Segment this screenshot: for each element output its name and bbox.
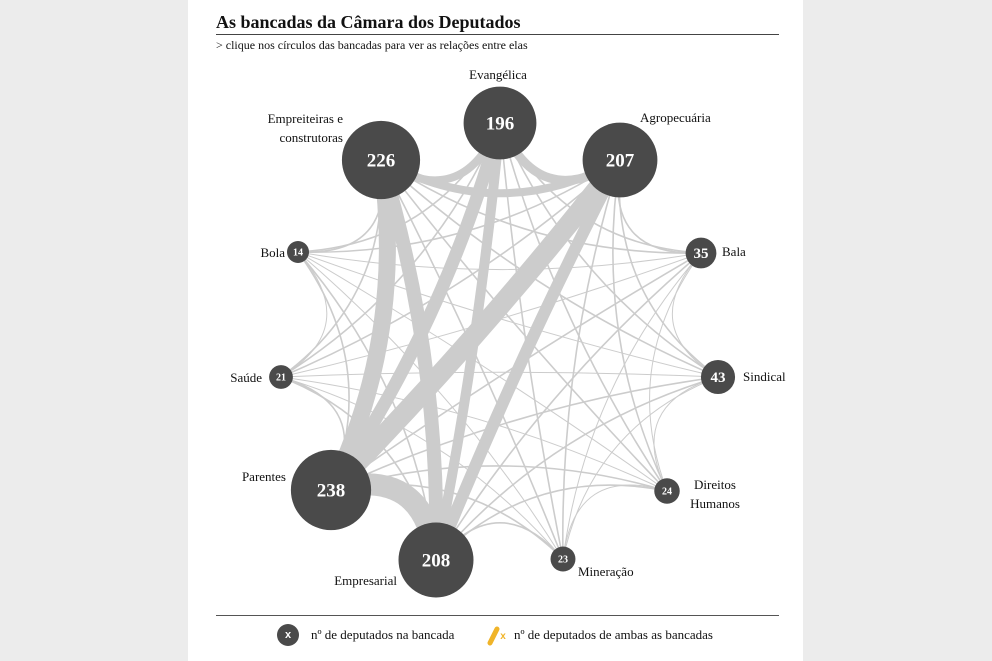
node-circle-mineracao[interactable] <box>550 546 576 572</box>
node-saude[interactable]: 21 <box>269 365 293 389</box>
node-circle-bola[interactable] <box>287 241 309 263</box>
legend-link-symbol: x <box>500 631 506 642</box>
instruction-text: > clique nos círculos das bancadas para … <box>216 38 528 52</box>
node-label-evangelica: Evangélica <box>469 67 527 82</box>
node-label-saude: Saúde <box>230 370 262 385</box>
node-label-empreiteiras: construtoras <box>279 130 343 145</box>
node-sindical[interactable]: 43 <box>700 359 736 395</box>
edge-agropecuaria-mineracao <box>562 159 621 560</box>
node-bala[interactable]: 35 <box>685 237 717 269</box>
edge-saude-bola <box>280 251 328 378</box>
edge-direitos-humanos-bola <box>297 251 668 492</box>
node-label-empreiteiras: Empreiteiras e <box>268 111 344 126</box>
edge-bala-mineracao <box>562 252 702 560</box>
node-label-sindical: Sindical <box>743 369 786 384</box>
node-empreiteiras[interactable]: 226 <box>341 120 421 200</box>
network-edges <box>280 116 719 571</box>
node-label-bala: Bala <box>722 244 746 259</box>
node-label-agropecuaria: Agropecuária <box>640 110 711 125</box>
edge-sindical-empresarial <box>435 376 719 561</box>
node-agropecuaria[interactable]: 207 <box>582 122 658 198</box>
edge-agropecuaria-parentes <box>321 150 630 500</box>
edge-bala-direitos-humanos <box>649 252 702 492</box>
edge-sindical-direitos-humanos <box>653 376 719 492</box>
node-circle-sindical[interactable] <box>700 359 736 395</box>
edge-direitos-humanos-empreiteiras <box>380 159 668 492</box>
legend-node-size: x nº de deputados na bancada <box>277 624 454 646</box>
node-circle-bala[interactable] <box>685 237 717 269</box>
legend-link-label: nº de deputados de ambas as bancadas <box>514 627 713 642</box>
legend-node-label: nº de deputados na bancada <box>311 627 455 642</box>
edge-evangelica-direitos-humanos <box>499 122 668 492</box>
page-title: As bancadas da Câmara dos Deputados <box>216 12 521 32</box>
node-circle-empreiteiras[interactable] <box>341 120 421 200</box>
legend-link-count: x nº de deputados de ambas as bancadas <box>486 624 713 646</box>
edge-mineracao-bola <box>297 251 564 560</box>
edge-bala-sindical <box>671 252 719 378</box>
edge-sindical-mineracao <box>562 376 719 560</box>
edge-parentes-empreiteiras <box>322 151 396 499</box>
edge-mineracao-empreiteiras <box>380 159 564 560</box>
node-bola[interactable]: 14 <box>287 241 309 263</box>
node-parentes[interactable]: 238 <box>290 449 372 531</box>
node-circle-agropecuaria[interactable] <box>582 122 658 198</box>
edge-sindical-bola <box>297 251 719 378</box>
edge-bala-empresarial <box>435 252 702 561</box>
node-label-parentes: Parentes <box>242 469 286 484</box>
node-circle-parentes[interactable] <box>290 449 372 531</box>
legend-node-icon: x <box>277 624 299 646</box>
edge-agropecuaria-empresarial <box>430 154 626 566</box>
edge-sindical-empreiteiras <box>380 159 719 378</box>
legend-divider <box>216 615 779 616</box>
node-mineracao[interactable]: 23 <box>550 546 576 572</box>
edge-bala-bola <box>297 251 702 271</box>
edge-direitos-humanos-mineracao <box>562 484 668 560</box>
edge-sindical-saude <box>280 371 719 378</box>
legend-link-icon: x <box>487 626 506 646</box>
edge-empresarial-empreiteiras <box>374 153 444 567</box>
node-evangelica[interactable]: 196 <box>463 86 537 160</box>
node-label-empresarial: Empresarial <box>334 573 397 588</box>
node-label-mineracao: Mineração <box>578 564 634 579</box>
network-nodes[interactable]: 196 207 35 43 24 23 208 238 21 14 226 <box>269 86 736 598</box>
edge-evangelica-parentes <box>324 116 507 497</box>
title-divider <box>216 34 779 35</box>
edge-evangelica-sindical <box>499 122 719 378</box>
node-empresarial[interactable]: 208 <box>398 522 474 598</box>
node-circle-empresarial[interactable] <box>398 522 474 598</box>
edge-agropecuaria-saude <box>280 159 621 378</box>
node-circle-direitos-humanos[interactable] <box>654 478 680 504</box>
node-circle-evangelica[interactable] <box>463 86 537 160</box>
network-labels: Evangélica Agropecuária Bala Sindical Direit… <box>230 67 786 588</box>
node-circle-saude[interactable] <box>269 365 293 389</box>
edge-sindical-parentes <box>330 376 719 491</box>
edge-direitos-humanos-saude <box>280 376 668 492</box>
node-label-bola: Bola <box>260 245 285 260</box>
node-label-direitos-humanos: Humanos <box>690 496 740 511</box>
edge-bala-empreiteiras <box>380 159 702 254</box>
node-label-direitos-humanos: Direitos <box>694 477 736 492</box>
node-direitos-humanos[interactable]: 24 <box>654 478 680 504</box>
